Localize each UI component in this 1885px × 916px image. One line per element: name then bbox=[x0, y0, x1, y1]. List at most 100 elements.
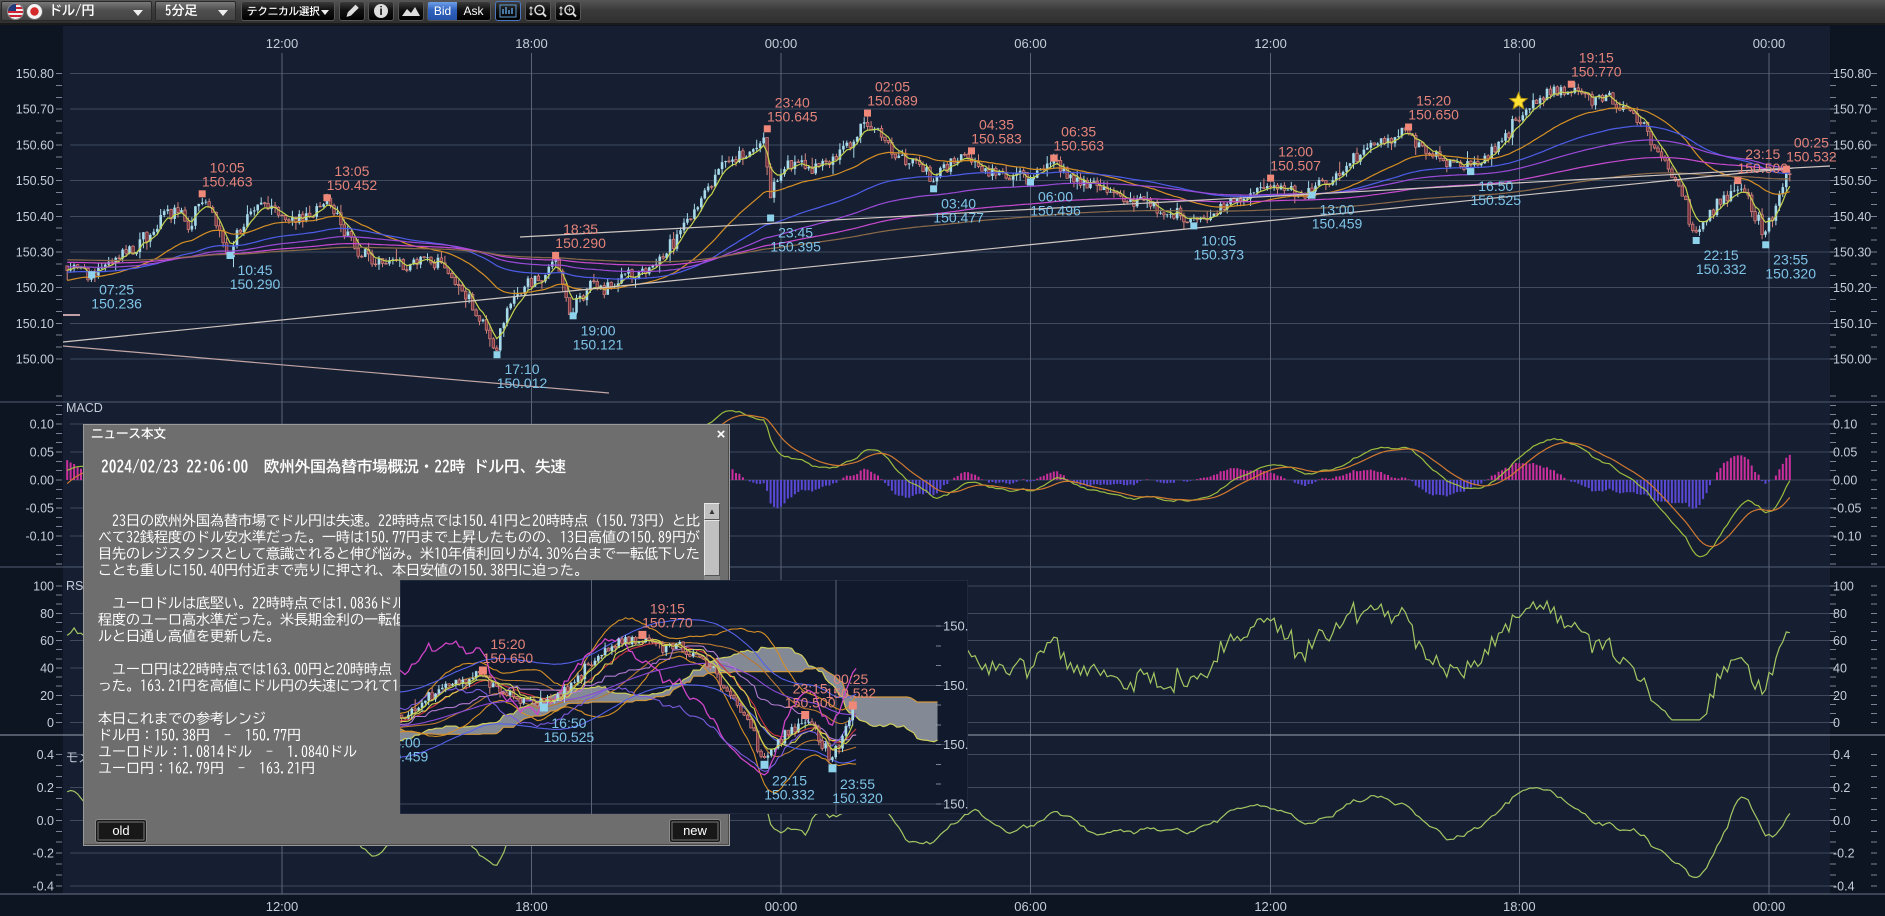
svg-text:150.: 150. bbox=[943, 737, 968, 752]
svg-text:100: 100 bbox=[33, 580, 54, 594]
svg-text:150.463: 150.463 bbox=[202, 173, 253, 189]
svg-text:150.236: 150.236 bbox=[91, 295, 142, 311]
svg-text:07:25: 07:25 bbox=[99, 281, 134, 297]
svg-text:00:25: 00:25 bbox=[833, 671, 868, 687]
svg-text:15:20: 15:20 bbox=[490, 636, 525, 652]
svg-text:18:00: 18:00 bbox=[515, 36, 548, 51]
svg-text:23:55: 23:55 bbox=[840, 776, 875, 792]
svg-text:13:00: 13:00 bbox=[1319, 202, 1354, 218]
svg-text:150.80: 150.80 bbox=[16, 67, 54, 81]
svg-text:04:35: 04:35 bbox=[979, 116, 1014, 132]
svg-text:150.500: 150.500 bbox=[785, 695, 836, 711]
svg-text:150.290: 150.290 bbox=[230, 276, 281, 292]
svg-text:RSI: RSI bbox=[66, 579, 87, 593]
svg-text:80: 80 bbox=[40, 607, 54, 621]
svg-text:00:25: 00:25 bbox=[1794, 135, 1829, 151]
svg-text:150.373: 150.373 bbox=[1193, 246, 1244, 262]
svg-text:0.10: 0.10 bbox=[30, 418, 54, 432]
svg-text:150.60: 150.60 bbox=[1833, 138, 1871, 152]
svg-text:-0.2: -0.2 bbox=[32, 847, 54, 861]
svg-text:12:00: 12:00 bbox=[266, 36, 299, 51]
svg-text:150.532: 150.532 bbox=[1786, 149, 1837, 165]
svg-text:150.525: 150.525 bbox=[544, 729, 595, 745]
svg-text:0.10: 0.10 bbox=[1833, 418, 1857, 432]
svg-text:02:05: 02:05 bbox=[875, 79, 910, 95]
svg-text:00:00: 00:00 bbox=[765, 899, 798, 914]
svg-text:18:00: 18:00 bbox=[1503, 899, 1536, 914]
svg-text:150.477: 150.477 bbox=[933, 209, 984, 225]
svg-text:13:05: 13:05 bbox=[334, 163, 369, 179]
svg-text:0.2: 0.2 bbox=[1833, 781, 1850, 795]
svg-text:0.05: 0.05 bbox=[30, 446, 54, 460]
svg-text:i: i bbox=[379, 4, 382, 18]
svg-text:23:15: 23:15 bbox=[793, 681, 828, 697]
svg-text:MACD: MACD bbox=[66, 401, 103, 415]
svg-text:-0.05: -0.05 bbox=[26, 502, 55, 516]
svg-text:150.30: 150.30 bbox=[1833, 245, 1871, 259]
svg-text:60: 60 bbox=[1833, 634, 1847, 648]
svg-text:06:00: 06:00 bbox=[1038, 189, 1073, 205]
svg-text:150.500: 150.500 bbox=[1737, 160, 1788, 176]
svg-text:18:00: 18:00 bbox=[1503, 36, 1536, 51]
svg-text:150.60: 150.60 bbox=[16, 138, 54, 152]
svg-text:150.320: 150.320 bbox=[832, 790, 883, 806]
svg-text:150.290: 150.290 bbox=[555, 235, 606, 251]
svg-text:150.20: 150.20 bbox=[16, 281, 54, 295]
svg-text:150.10: 150.10 bbox=[1833, 317, 1871, 331]
svg-text:17:10: 17:10 bbox=[504, 361, 539, 377]
svg-text:150.70: 150.70 bbox=[1833, 103, 1871, 117]
svg-text:150.459: 150.459 bbox=[1312, 216, 1363, 232]
svg-text:150.: 150. bbox=[943, 796, 968, 811]
svg-text:00:00: 00:00 bbox=[1753, 899, 1786, 914]
svg-text:10:05: 10:05 bbox=[1201, 232, 1236, 248]
svg-text:22:15: 22:15 bbox=[772, 772, 807, 788]
svg-text:0.4: 0.4 bbox=[1833, 748, 1850, 762]
svg-text:10:45: 10:45 bbox=[237, 262, 272, 278]
svg-text:12:00: 12:00 bbox=[1254, 36, 1287, 51]
svg-text:150.395: 150.395 bbox=[770, 239, 821, 255]
svg-text:150.332: 150.332 bbox=[1696, 261, 1747, 277]
svg-text:150.770: 150.770 bbox=[642, 614, 693, 630]
svg-text:40: 40 bbox=[40, 662, 54, 676]
svg-text:150.496: 150.496 bbox=[1030, 203, 1081, 219]
svg-text:0.4: 0.4 bbox=[37, 748, 54, 762]
svg-text:150.452: 150.452 bbox=[327, 177, 378, 193]
svg-text:12:00: 12:00 bbox=[266, 899, 299, 914]
svg-text:16:50: 16:50 bbox=[1478, 178, 1513, 194]
svg-text:0.00: 0.00 bbox=[1833, 474, 1857, 488]
svg-text:18:00: 18:00 bbox=[515, 899, 548, 914]
svg-text:-: - bbox=[538, 5, 541, 15]
svg-text:06:35: 06:35 bbox=[1061, 124, 1096, 140]
svg-text:80: 80 bbox=[1833, 607, 1847, 621]
svg-text:150.650: 150.650 bbox=[483, 650, 534, 666]
svg-text:19:15: 19:15 bbox=[650, 600, 685, 616]
svg-text:-0.2: -0.2 bbox=[1833, 847, 1855, 861]
svg-text:-0.10: -0.10 bbox=[26, 530, 55, 544]
svg-text:150.532: 150.532 bbox=[825, 685, 876, 701]
svg-text:0.00: 0.00 bbox=[30, 474, 54, 488]
svg-text:150.: 150. bbox=[943, 619, 968, 634]
svg-text:150.80: 150.80 bbox=[1833, 67, 1871, 81]
svg-text:18:35: 18:35 bbox=[563, 221, 598, 237]
svg-text:150.332: 150.332 bbox=[764, 786, 815, 802]
svg-text:0: 0 bbox=[47, 716, 54, 730]
svg-text:-0.4: -0.4 bbox=[32, 880, 54, 894]
svg-text:0: 0 bbox=[1833, 716, 1840, 730]
svg-text:23:15: 23:15 bbox=[1745, 146, 1780, 162]
svg-text:40: 40 bbox=[1833, 662, 1847, 676]
svg-text:150.70: 150.70 bbox=[16, 103, 54, 117]
svg-text:15:20: 15:20 bbox=[1416, 93, 1451, 109]
svg-text:150.50: 150.50 bbox=[1833, 174, 1871, 188]
svg-text:10:05: 10:05 bbox=[210, 159, 245, 175]
svg-text:150.563: 150.563 bbox=[1053, 138, 1104, 154]
svg-text:19:15: 19:15 bbox=[1579, 50, 1614, 66]
svg-text:150.320: 150.320 bbox=[1765, 265, 1816, 281]
svg-text:12:00: 12:00 bbox=[1278, 144, 1313, 160]
svg-text:0.0: 0.0 bbox=[1833, 814, 1850, 828]
svg-text:+: + bbox=[567, 5, 572, 15]
svg-text:-0.10: -0.10 bbox=[1833, 530, 1862, 544]
svg-text:150.10: 150.10 bbox=[16, 317, 54, 331]
svg-text:150.459: 150.459 bbox=[400, 749, 429, 765]
svg-text:150.40: 150.40 bbox=[1833, 210, 1871, 224]
svg-text:150.20: 150.20 bbox=[1833, 281, 1871, 295]
